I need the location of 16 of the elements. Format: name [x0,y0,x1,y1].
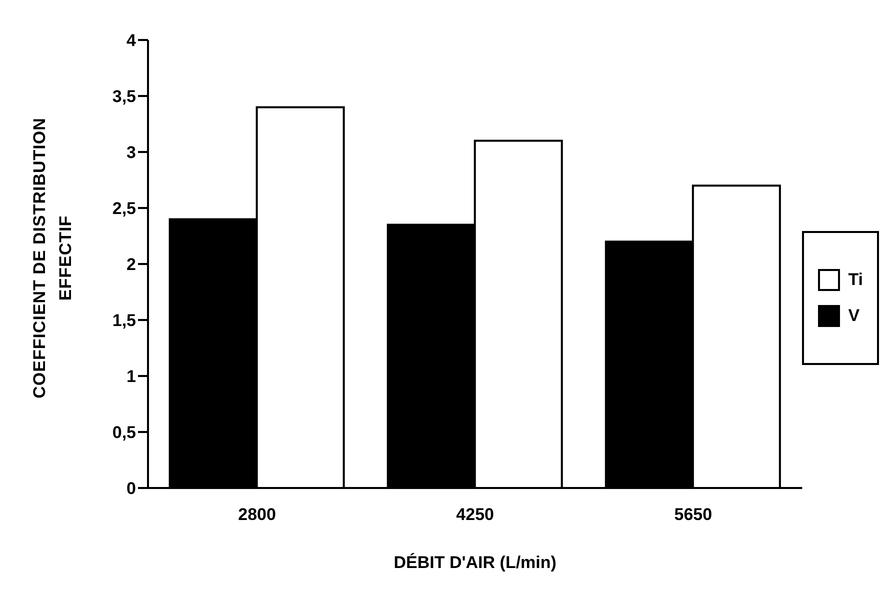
x-axis-title: DÉBIT D'AIR (L/min) [394,552,556,572]
x-tick-label: 4250 [456,505,494,524]
y-tick-label: 1,5 [112,311,136,330]
legend-label: Ti [848,270,863,290]
y-tick-label: 2,5 [112,199,136,218]
y-tick-label: 4 [126,31,137,50]
y-tick-label: 2 [126,255,136,274]
y-tick-label: 1 [126,367,136,386]
y-tick-label: 0,5 [112,423,136,442]
y-tick-label: 3,5 [112,87,136,106]
x-tick-label: 5650 [674,505,712,524]
y-axis-title: COEFFICIENT DE DISTRIBUTION EFFECTIF [29,116,76,400]
legend-label: V [848,306,860,326]
y-tick-label: 3 [126,143,136,162]
x-tick-label: 2800 [238,505,276,524]
y-tick-label: 0 [126,479,136,498]
